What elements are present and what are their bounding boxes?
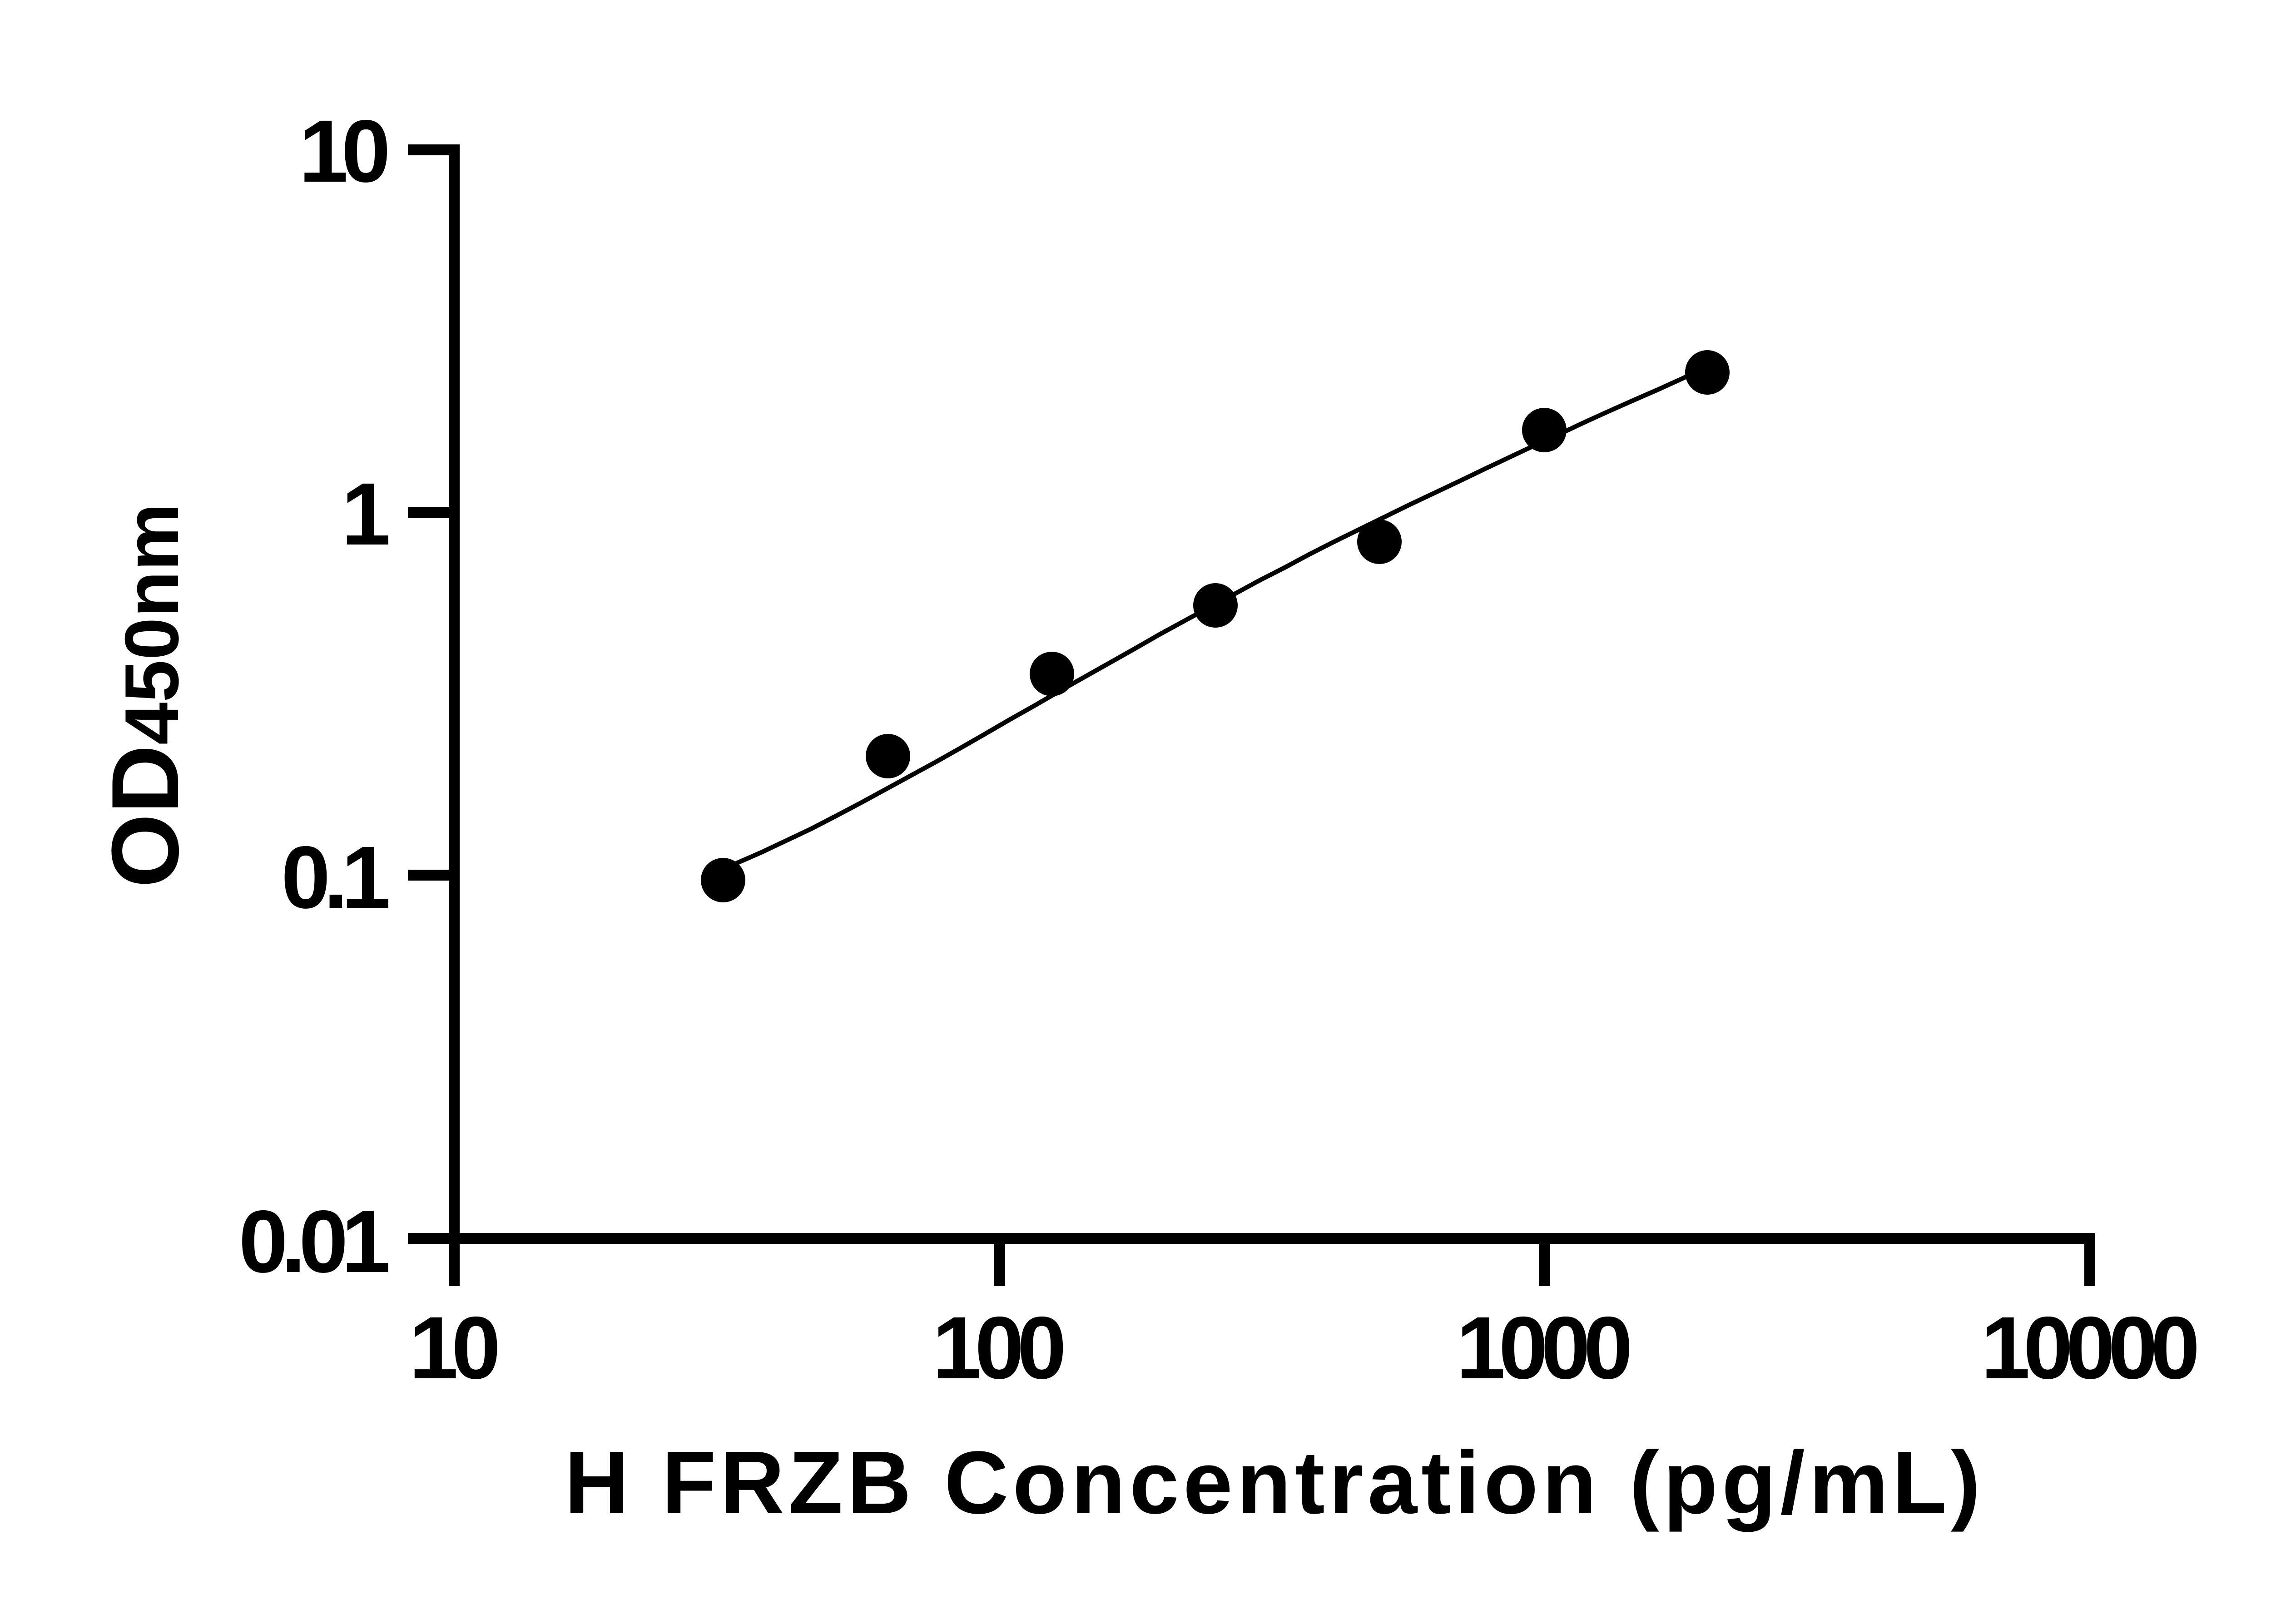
svg-text:10: 10 bbox=[299, 102, 387, 201]
svg-text:0.1: 0.1 bbox=[281, 828, 389, 927]
svg-text:10000: 10000 bbox=[1981, 1298, 2197, 1397]
svg-text:1: 1 bbox=[342, 465, 389, 564]
svg-text:10: 10 bbox=[409, 1298, 497, 1397]
svg-text:100: 100 bbox=[932, 1298, 1063, 1397]
svg-text:H FRZB Concentration (pg/mL): H FRZB Concentration (pg/mL) bbox=[565, 1433, 1984, 1532]
svg-text:0.01: 0.01 bbox=[238, 1192, 388, 1291]
svg-text:1000: 1000 bbox=[1456, 1298, 1629, 1397]
svg-text:OD450nm: OD450nm bbox=[92, 503, 198, 888]
